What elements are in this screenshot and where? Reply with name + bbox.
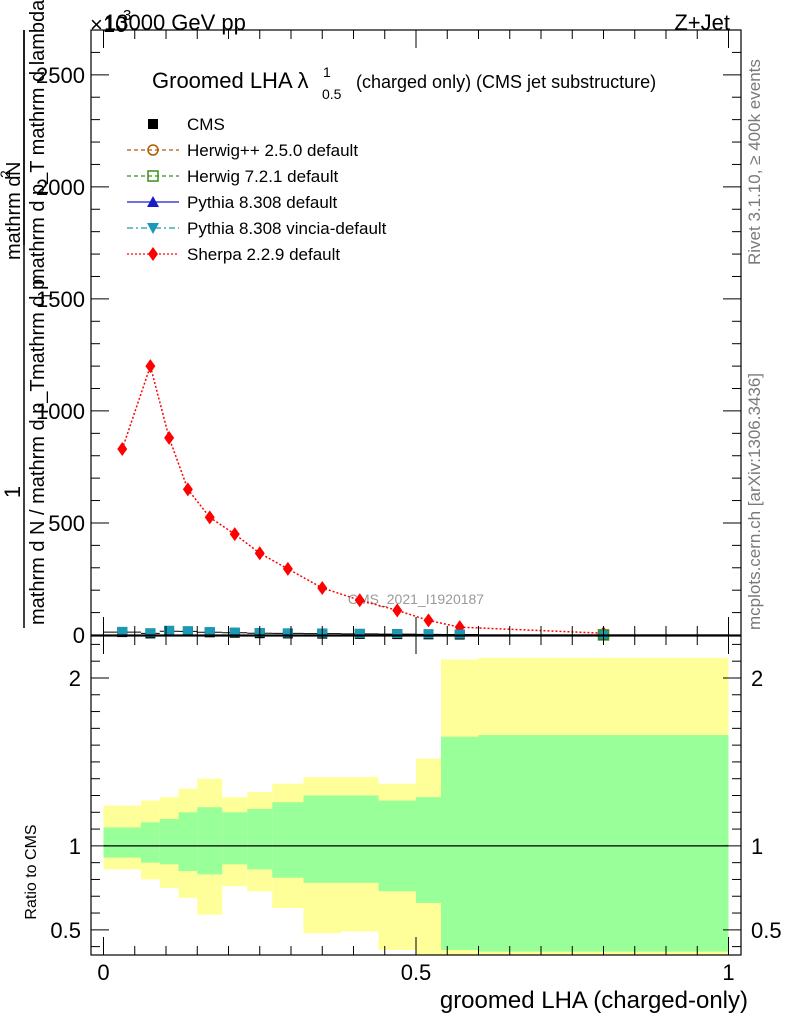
ratio-band-green [222,812,248,865]
y-label-denominator: mathrm d N / mathrm d p_T [27,379,49,625]
legend-marker [148,119,158,129]
sherpa-line [121,363,604,634]
title-superscript: 1 [323,64,331,80]
ratio-band-green [159,819,179,865]
legend-marker [147,196,159,207]
vincia-point [117,626,128,636]
sherpa-point [392,603,403,618]
vincia-point [282,628,293,638]
vincia-point [392,629,403,639]
y-axis-label: 1 mathrm d N / mathrm d p_T mathrm d 2 N… [0,0,55,628]
x-tick-label: 0.5 [401,960,432,985]
sherpa-point [182,482,193,497]
vincia-point [423,629,434,639]
vincia-point [204,627,215,637]
ratio-band-green [441,736,479,950]
ratio-tick-label-right: 0.5 [751,918,782,943]
sherpa-point [423,613,434,628]
ratio-band-green [341,795,379,883]
y-exponent-power: 3 [123,7,131,24]
sherpa-point [317,580,328,595]
legend-label: Herwig++ 2.5.0 default [187,141,358,160]
title-main: Groomed LHA λ [152,68,309,93]
ratio-band-green [416,797,441,903]
ratio-y-label: Ratio to CMS [23,824,40,919]
legend-label: Sherpa 2.2.9 default [187,245,340,264]
legend-entry: Pythia 8.308 vincia-default [127,219,387,238]
sherpa-point [145,359,156,374]
x-axis-label: groomed LHA (charged-only) [440,987,748,1014]
vincia-point [164,625,175,635]
ratio-band-green [247,808,273,870]
x-tick-label: 0 [97,960,109,985]
ratio-band-green [141,822,160,863]
ratio-tick-label-right: 1 [751,834,763,859]
vincia-point [182,626,193,636]
legend-entry: Sherpa 2.2.9 default [127,245,340,264]
legend-entry: Herwig 7.2.1 default [127,167,338,186]
y-tick-label: 2000 [36,175,85,200]
ratio-tick-label-right: 2 [751,666,763,691]
legend-label: Herwig 7.2.1 default [187,167,338,186]
y-tick-label: 1000 [36,399,85,424]
legend-marker [147,170,159,182]
ratio-band-green [103,827,141,858]
ratio-tick-label-left: 0.5 [50,918,81,943]
ratio-band-green [303,795,341,883]
vincia-point [354,628,365,638]
y-tick-label: 0 [73,623,85,648]
watermark-label: CMS_2021_I1920187 [348,591,484,607]
sherpa-point [282,561,293,576]
vincia-point [229,627,240,637]
header-energy: 13000 GeV pp [104,10,246,35]
sherpa-point [117,442,128,457]
legend-marker [147,144,159,156]
legend-entry: CMS [148,115,225,134]
sherpa-point [204,510,215,525]
title-suffix: (charged only) (CMS jet substructure) [356,72,656,92]
y-label-dp: mathrm d p [27,279,49,380]
legend-label: Pythia 8.308 default [187,193,338,212]
y-label-numerator-sup: 2 [0,170,13,178]
legend-entry: Pythia 8.308 default [127,193,338,212]
vincia-point [145,628,156,638]
y-label-numerator-n: N [3,162,25,176]
legend-label: Pythia 8.308 vincia-default [187,219,387,238]
y-exponent-base: ×10 [90,12,127,37]
x-tick-label: 1 [722,960,734,985]
legend-marker [148,247,158,261]
chart-title: Groomed LHA λ 1 0.5 (charged only) (CMS … [152,64,656,102]
ratio-band-green [272,802,304,878]
y-label-part2: mathrm d p_T mathrm d lambda [27,0,49,285]
sherpa-point [254,546,265,561]
ratio-tick-label-left: 1 [69,834,81,859]
y-label-one: 1 [0,486,25,498]
rivet-version-label: Rivet 3.1.10, ≥ 400k events [745,59,764,265]
mcplots-label: mcplots.cern.ch [arXiv:1306.3436] [745,373,764,630]
ratio-tick-label-left: 2 [69,666,81,691]
sherpa-point [229,527,240,542]
ratio-band-green [178,812,198,872]
legend-marker [147,223,159,234]
ratio-band-green [478,735,729,952]
y-exponent: ×10 3 [90,7,131,37]
y-tick-label: 500 [48,511,85,536]
ratio-band-green [197,807,223,875]
y-tick-label: 1500 [36,287,85,312]
y-label-dp-sub: T [39,291,55,300]
sherpa-point [164,430,175,445]
vincia-point [454,629,465,639]
header-process: Z+Jet [674,10,730,35]
title-subscript: 0.5 [322,86,342,102]
sherpa-point [354,593,365,608]
y-tick-label: 2500 [36,63,85,88]
legend-label: CMS [187,115,225,134]
legend-entry: Herwig++ 2.5.0 default [127,141,358,160]
y-label-numerator-d: mathrm d [3,176,25,260]
